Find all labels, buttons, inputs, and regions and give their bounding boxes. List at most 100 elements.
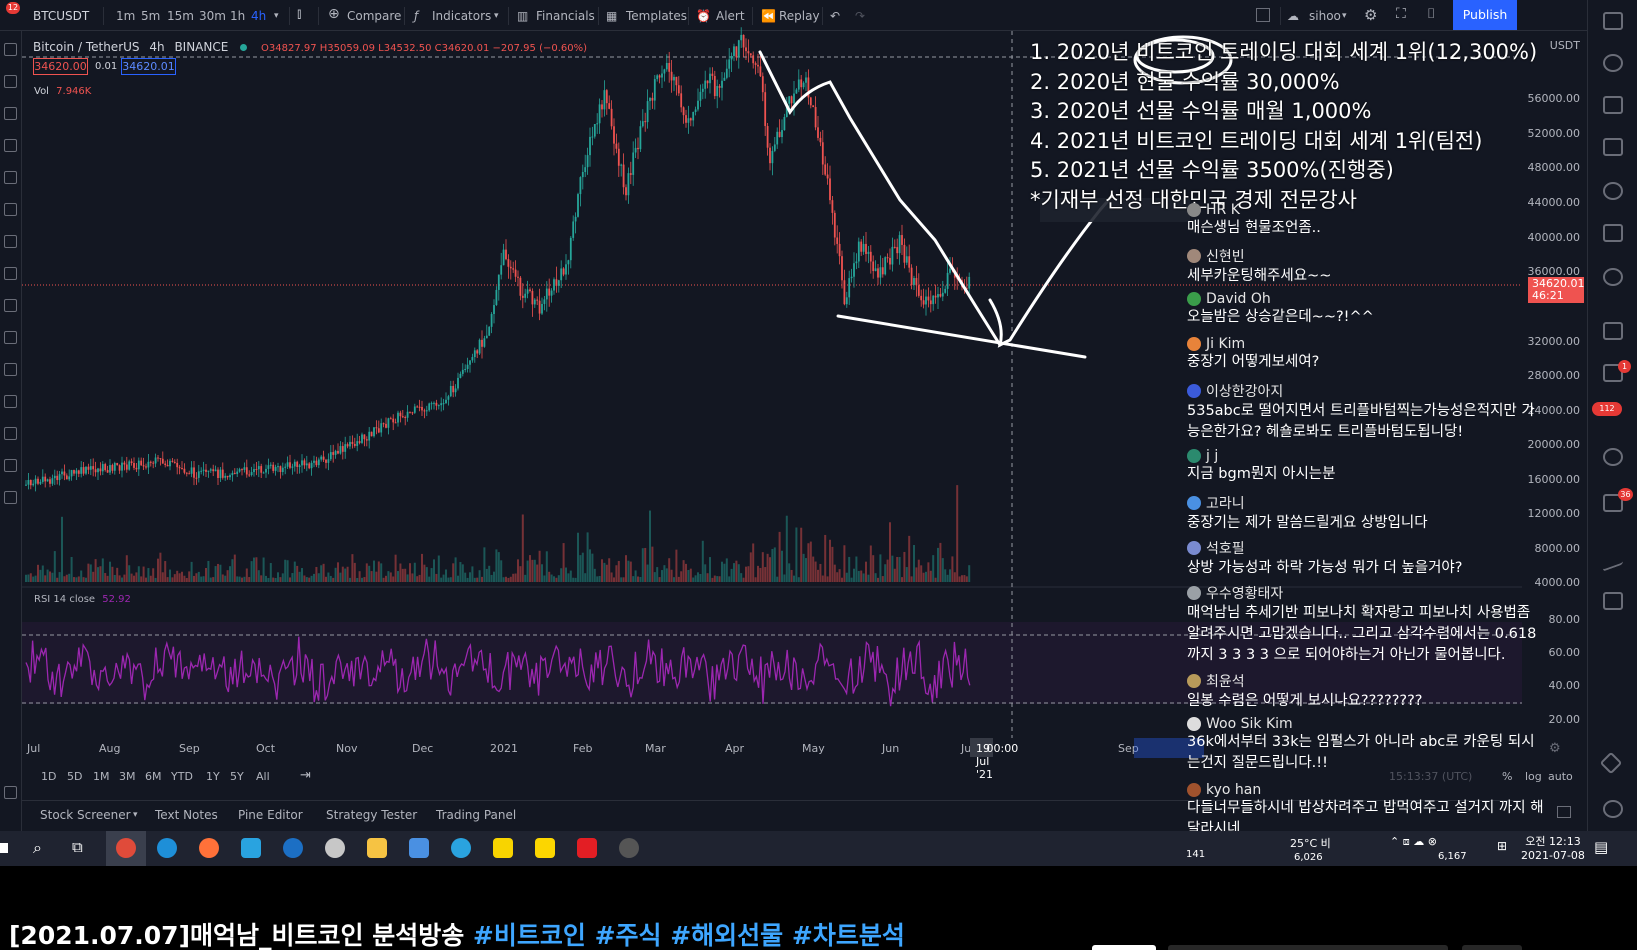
range-1d[interactable]: 1D	[41, 770, 57, 783]
interval-5m[interactable]: 5m	[141, 9, 161, 23]
buy-price-button[interactable]: 34620.01	[121, 58, 176, 75]
calendar-icon[interactable]	[1603, 182, 1623, 200]
goto-date-icon[interactable]: ⇥	[300, 768, 311, 783]
price-axis[interactable]: USDT 56000.00 52000.00 48000.00 44000.00…	[1524, 31, 1586, 731]
star-tool-icon[interactable]	[4, 786, 17, 799]
alerts-icon[interactable]	[1603, 54, 1623, 72]
range-5d[interactable]: 5D	[67, 770, 83, 783]
alert-icon[interactable]: ⏰	[696, 9, 711, 23]
publish-button[interactable]: Publish	[1453, 0, 1517, 30]
interval-30m[interactable]: 30m	[199, 9, 226, 23]
interval-1m[interactable]: 1m	[116, 9, 136, 23]
bird-app-icon[interactable]	[241, 838, 261, 858]
more-button-edge[interactable]	[1462, 945, 1522, 950]
magnet-tool-icon[interactable]	[4, 363, 17, 376]
task-view-icon[interactable]: ⧉	[72, 838, 83, 856]
fullscreen-icon[interactable]: ⛶	[1396, 6, 1406, 22]
video-hashtags[interactable]: #비트코인 #주식 #해외선물 #차트분석	[472, 921, 905, 950]
pattern-tool-icon[interactable]	[4, 139, 17, 152]
kakaotalk-icon[interactable]	[493, 838, 513, 858]
chats-icon[interactable]	[1603, 322, 1623, 340]
shape-tool-icon[interactable]	[4, 203, 17, 216]
symbol-search[interactable]: BTCUSDT	[33, 9, 90, 23]
compare-button[interactable]: Compare	[347, 9, 402, 23]
indicators-icon[interactable]: ƒ	[414, 9, 419, 23]
weather-widget[interactable]: 25°C 비	[1290, 837, 1331, 850]
windows-start-icon[interactable]	[0, 843, 8, 853]
templates-button[interactable]: Templates	[626, 9, 688, 23]
user-menu[interactable]: sihoo	[1309, 9, 1341, 23]
notifications-icon[interactable]	[1603, 494, 1623, 512]
video-title[interactable]: [2021.07.07]매억남_비트코인 분석방송 #비트코인 #주식 #해외선…	[9, 916, 905, 950]
ruler-tool-icon[interactable]	[4, 299, 17, 312]
time-axis[interactable]: Jul Aug Sep Oct Nov Dec 2021 Feb Mar Apr…	[22, 738, 1522, 781]
chrome-icon[interactable]	[116, 838, 136, 858]
tray-icons[interactable]: ⌃ ⧈ ☁ ⊗	[1390, 835, 1437, 848]
trend-icon[interactable]	[1603, 546, 1623, 572]
range-3m[interactable]: 3M	[119, 770, 136, 783]
price-chart[interactable]	[0, 0, 1637, 866]
interval-dropdown-icon[interactable]: ▾	[274, 11, 279, 21]
utc-clock[interactable]: 15:13:37 (UTC)	[1389, 770, 1473, 783]
tab-pine-editor[interactable]: Pine Editor	[238, 808, 303, 822]
axis-settings-icon[interactable]: ⚙	[1549, 741, 1561, 756]
indicators-button[interactable]: Indicators	[432, 9, 492, 23]
fib-tool-icon[interactable]	[4, 107, 17, 120]
redo-icon[interactable]: ↷	[855, 9, 866, 23]
obs-icon[interactable]	[619, 838, 639, 858]
help-icon[interactable]	[1603, 800, 1623, 818]
app-icon[interactable]	[325, 838, 345, 858]
tab-strategy-tester[interactable]: Strategy Tester	[326, 808, 418, 822]
hierarchy-icon[interactable]	[1603, 592, 1623, 610]
interval-15m[interactable]: 15m	[167, 9, 194, 23]
news-icon[interactable]	[1603, 224, 1623, 242]
templates-icon[interactable]: ▦	[606, 9, 618, 23]
indicators-dropdown-icon[interactable]: ▾	[494, 11, 499, 21]
ideas-icon[interactable]	[1603, 268, 1623, 286]
interval-1h[interactable]: 1h	[230, 9, 246, 23]
firefox-icon[interactable]	[199, 838, 219, 858]
tab-text-notes[interactable]: Text Notes	[155, 808, 218, 822]
compare-icon[interactable]: ⊕	[328, 6, 340, 22]
eye-tool-icon[interactable]	[4, 427, 17, 440]
user-dropdown-icon[interactable]: ▾	[1342, 11, 1347, 21]
system-clock[interactable]: 오전 12:13 2021-07-08	[1521, 833, 1585, 862]
range-ytd[interactable]: YTD	[171, 770, 193, 783]
financials-button[interactable]: Financials	[536, 9, 595, 23]
telegram-icon[interactable]	[451, 838, 471, 858]
vegas-icon[interactable]	[577, 838, 597, 858]
pattern2-tool-icon[interactable]	[4, 267, 17, 280]
subscribe-button-edge[interactable]	[1092, 945, 1156, 950]
camera-icon[interactable]: ⌷	[1427, 6, 1436, 22]
messages-icon[interactable]	[1603, 364, 1623, 382]
streams-icon[interactable]	[1603, 448, 1623, 466]
auto-toggle[interactable]: auto	[1548, 770, 1573, 783]
text-tool-icon[interactable]	[4, 235, 17, 248]
action-buttons-edge[interactable]	[1168, 945, 1448, 950]
sticky-notes-icon[interactable]	[535, 838, 555, 858]
log-toggle[interactable]: log	[1525, 770, 1542, 783]
data-window-icon[interactable]	[1603, 96, 1623, 114]
range-all[interactable]: All	[256, 770, 270, 783]
lock-tool-icon[interactable]	[4, 395, 17, 408]
action-center-icon[interactable]: ▤	[1594, 838, 1609, 856]
screener-dropdown-icon[interactable]: ▾	[133, 810, 138, 820]
object-tree-icon[interactable]	[4, 491, 17, 504]
undo-icon[interactable]: ↶	[830, 9, 841, 23]
replay-icon[interactable]: ⏪	[761, 9, 776, 23]
range-5y[interactable]: 5Y	[230, 770, 244, 783]
range-1m[interactable]: 1M	[93, 770, 110, 783]
trendline-tool-icon[interactable]	[4, 75, 17, 88]
calculator-icon[interactable]	[409, 838, 429, 858]
file-explorer-icon[interactable]	[367, 838, 387, 858]
replay-button[interactable]: Replay	[779, 9, 820, 23]
prediction-tool-icon[interactable]	[4, 171, 17, 184]
ie-icon[interactable]	[283, 838, 303, 858]
edge-icon[interactable]	[157, 838, 177, 858]
maximize-panel-icon[interactable]	[1557, 806, 1571, 818]
crosshair-tool-icon[interactable]	[4, 43, 17, 56]
tab-trading-panel[interactable]: Trading Panel	[436, 808, 517, 822]
settings-icon[interactable]: ⚙	[1364, 6, 1378, 24]
candle-style-icon[interactable]: ⫾	[297, 6, 302, 22]
trash-tool-icon[interactable]	[4, 459, 17, 472]
